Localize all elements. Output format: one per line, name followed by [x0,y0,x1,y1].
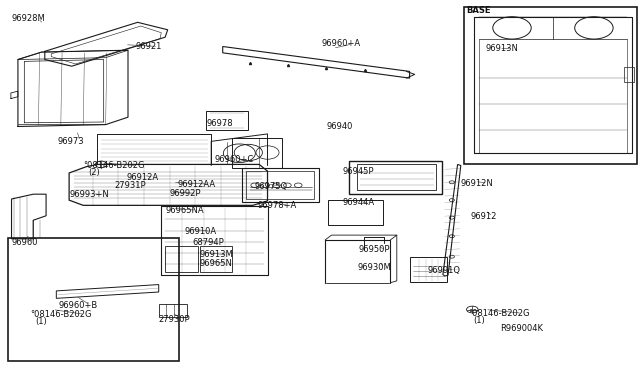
Bar [349,161,442,194]
Bar [232,138,282,168]
Text: 96912AA: 96912AA [178,180,216,189]
Text: (2): (2) [88,169,100,177]
Text: °08146-B202G: °08146-B202G [83,161,145,170]
Text: (1): (1) [474,316,485,325]
Bar [206,111,248,130]
Bar [464,7,637,164]
Text: 27931P: 27931P [114,182,145,190]
Text: 96978: 96978 [206,119,233,128]
Text: 96978+A: 96978+A [257,201,296,210]
Text: 96960+A: 96960+A [321,39,360,48]
Text: 96991Q: 96991Q [428,266,461,275]
Text: 96992P: 96992P [170,189,201,198]
Bar [8,238,179,361]
Bar [242,168,319,202]
Text: 96921: 96921 [136,42,162,51]
Text: 68794P: 68794P [192,238,224,247]
Text: 96913M: 96913M [200,250,234,259]
Text: 96950P: 96950P [358,246,390,254]
Text: 96913N: 96913N [485,44,518,53]
Text: 96912A: 96912A [126,173,158,182]
Text: 96945P: 96945P [342,167,374,176]
Text: 96975Q: 96975Q [255,182,288,190]
Text: 96960+B: 96960+B [59,301,98,310]
Text: 96930M: 96930M [357,263,391,272]
Text: 96973: 96973 [58,137,84,146]
Text: 27930P: 27930P [159,315,190,324]
Text: 96912: 96912 [470,212,497,221]
Text: (1): (1) [35,317,47,326]
Text: 96960+C: 96960+C [214,155,253,164]
Bar [165,246,198,272]
Text: 96965NA: 96965NA [165,206,204,215]
Bar [200,246,232,272]
Text: 96960: 96960 [12,238,38,247]
Text: 96993+N: 96993+N [69,190,109,199]
Text: BASE: BASE [466,6,490,15]
Text: °08146-B202G: °08146-B202G [31,310,92,319]
Text: 96944A: 96944A [342,198,374,207]
Bar [159,304,187,317]
Text: 96940: 96940 [326,122,353,131]
Bar [410,257,447,282]
Text: °08146-B202G: °08146-B202G [468,309,530,318]
Text: 96912N: 96912N [461,179,493,187]
Bar [246,171,314,199]
Text: R969004K: R969004K [500,324,543,333]
Text: 96910A: 96910A [184,227,216,236]
Bar [328,200,383,225]
Text: 96965N: 96965N [200,259,232,268]
Text: 96928M: 96928M [12,14,45,23]
